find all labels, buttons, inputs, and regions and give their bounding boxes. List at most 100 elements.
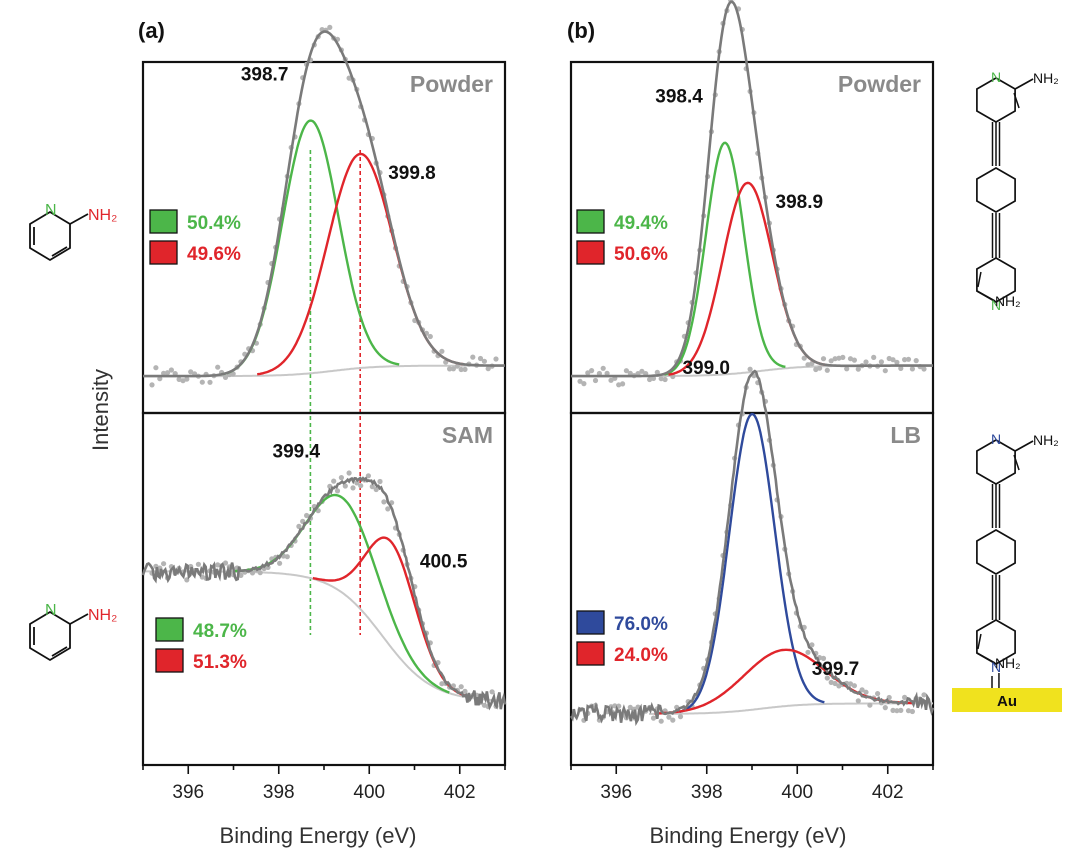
data-point xyxy=(454,363,460,369)
pyridine-ring-icon xyxy=(29,610,71,662)
double-bond-icon xyxy=(1013,92,1020,109)
peak-label: 398.4 xyxy=(655,87,703,108)
data-point xyxy=(338,475,344,481)
data-point xyxy=(863,359,869,365)
data-point xyxy=(215,562,221,568)
ring-icon xyxy=(976,257,1016,303)
data-point xyxy=(824,367,830,373)
data-point xyxy=(439,681,445,687)
x-tick-label: 400 xyxy=(353,782,385,803)
data-point xyxy=(427,333,433,340)
data-point xyxy=(898,707,904,714)
data-point xyxy=(809,642,815,648)
peak-label: 400.5 xyxy=(420,552,468,573)
data-point xyxy=(600,365,606,371)
data-point xyxy=(890,357,896,363)
ring-icon xyxy=(976,529,1016,575)
data-point xyxy=(820,356,827,362)
ring-icon xyxy=(976,167,1016,213)
bond-icon xyxy=(1014,440,1034,452)
data-point xyxy=(157,376,163,382)
data-point xyxy=(898,365,904,371)
legend-swatch-red xyxy=(576,641,605,666)
data-point xyxy=(493,356,499,362)
data-point xyxy=(373,486,379,493)
data-point xyxy=(222,560,229,566)
subplot-b-lb: LB 399.0 399.7 76.0% 24.0% xyxy=(569,358,935,767)
data-point xyxy=(654,369,660,375)
component-peak-green xyxy=(663,141,786,376)
double-bond-icon xyxy=(51,646,68,657)
sample-label: SAM xyxy=(442,422,493,448)
data-point xyxy=(805,362,811,368)
data-point xyxy=(851,357,858,363)
data-point xyxy=(277,560,283,566)
x-tick-labels-a: 396 398 400 402 xyxy=(142,765,506,803)
plot-frame xyxy=(569,60,935,415)
data-point xyxy=(902,694,908,701)
peak-label: 398.9 xyxy=(776,192,824,213)
data-point xyxy=(658,718,664,724)
data-point xyxy=(921,366,927,372)
data-point xyxy=(863,689,869,695)
data-point xyxy=(867,702,873,708)
data-point xyxy=(832,680,838,687)
component-peak-blue xyxy=(679,412,825,714)
data-point xyxy=(489,689,495,695)
data-point xyxy=(249,570,256,576)
data-point xyxy=(327,24,333,30)
data-point xyxy=(844,366,850,372)
component-peak-green xyxy=(233,493,450,694)
data-points xyxy=(577,0,927,388)
data-point xyxy=(485,366,491,372)
percent-label: 48.7% xyxy=(193,621,247,642)
legend-swatch-red xyxy=(155,648,184,673)
data-point xyxy=(805,649,811,655)
data-point xyxy=(894,708,900,714)
data-point xyxy=(859,687,865,693)
data-point xyxy=(592,377,599,384)
bond-icon xyxy=(69,213,89,225)
bond-icon xyxy=(69,613,89,625)
y-axis-title: Intensity xyxy=(88,369,113,451)
data-point xyxy=(902,357,908,363)
double-bond-icon xyxy=(51,246,68,257)
data-point xyxy=(921,692,927,698)
data-point xyxy=(439,348,445,354)
nitrogen-atom-label: N xyxy=(45,202,57,219)
nitrogen-atom-label: N xyxy=(991,659,1001,675)
data-point xyxy=(222,374,229,380)
data-point xyxy=(878,359,885,365)
data-point xyxy=(909,708,916,715)
amine-label: NH₂ xyxy=(995,655,1021,671)
data-point xyxy=(824,675,830,681)
gold-substrate xyxy=(952,688,1062,712)
data-point xyxy=(350,485,356,491)
x-tick-label: 396 xyxy=(172,782,204,803)
data-point xyxy=(650,375,657,381)
data-point xyxy=(581,381,587,387)
data-point xyxy=(153,365,159,371)
background-line xyxy=(649,702,933,715)
data-point xyxy=(161,370,167,376)
x-tick-label: 402 xyxy=(444,782,476,803)
data-point xyxy=(149,382,155,388)
data-point xyxy=(215,364,221,370)
data-point xyxy=(817,365,823,371)
subplot-a-powder: Powder 398.7 399.8 50.4% 49.6% xyxy=(141,24,507,415)
data-point xyxy=(450,366,456,372)
data-point xyxy=(828,358,834,364)
data-point xyxy=(358,483,364,489)
data-point xyxy=(847,681,854,687)
pyridine-ring-icon xyxy=(29,210,71,262)
data-point xyxy=(677,714,684,720)
data-point xyxy=(620,381,626,387)
envelope-curve xyxy=(571,0,933,378)
percent-label: 24.0% xyxy=(614,645,668,666)
percent-label: 49.4% xyxy=(614,213,668,234)
data-point xyxy=(616,382,622,388)
data-point xyxy=(840,354,846,360)
data-point xyxy=(905,356,912,362)
data-point xyxy=(207,379,213,385)
